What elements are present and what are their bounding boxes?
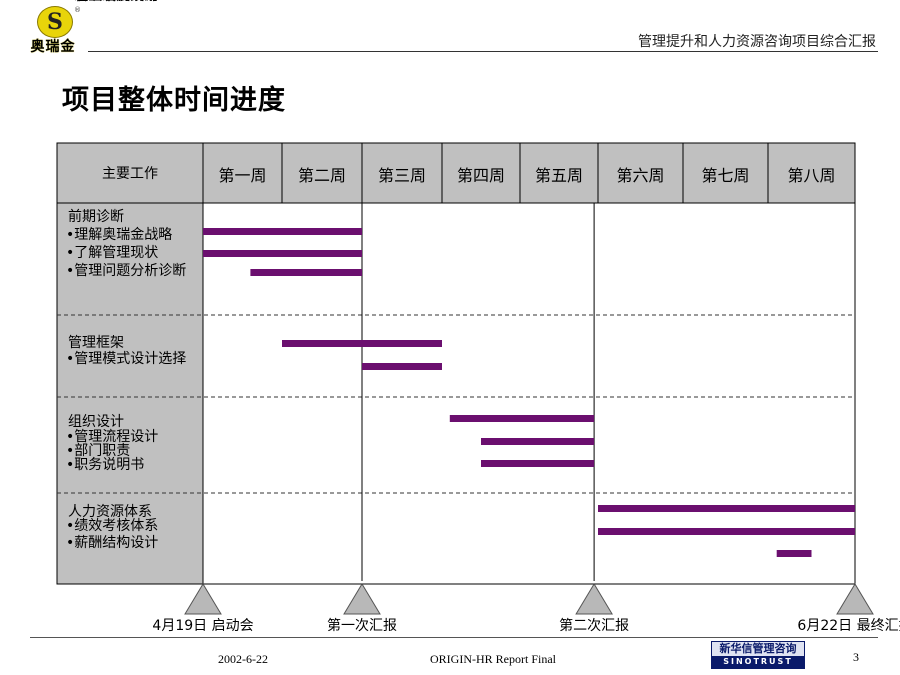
task-bar — [481, 438, 595, 445]
task-label: •职业发展规划 — [66, 0, 158, 4]
task-bar — [776, 550, 812, 557]
task-label: •职务说明书 — [66, 457, 144, 473]
footer-date: 2002-6-22 — [218, 652, 268, 666]
task-bar — [203, 228, 362, 235]
task-label: •薪酬结构设计 — [66, 535, 158, 551]
task-label: •管理问题分析诊断 — [66, 263, 186, 279]
task-bar — [203, 250, 362, 257]
sinotrust-logo-cn: 新华信管理咨询 — [712, 642, 804, 656]
milestone-triangle-icon — [575, 583, 613, 615]
task-label: •管理培训 — [66, 0, 130, 4]
page-title: 项目整体时间进度 — [62, 85, 286, 116]
week-label: 第六周 — [616, 166, 664, 185]
milestone-label: 6月22日 最终汇报 — [797, 618, 900, 634]
footer-divider — [30, 637, 878, 638]
week-label: 第四周 — [457, 166, 505, 185]
task-label: •管理流程设计 — [66, 429, 158, 445]
task-bar — [250, 269, 362, 276]
task-bar — [282, 340, 442, 347]
task-bar — [598, 505, 855, 512]
section-title: 前期诊断 — [68, 208, 124, 225]
task-column-bg — [57, 203, 203, 584]
task-bar — [449, 415, 595, 422]
task-label: •理解奥瑞金战略 — [66, 226, 172, 243]
section-title: 人力资源体系 — [68, 504, 152, 520]
milestone-label: 第一次汇报 — [327, 617, 397, 634]
registered-mark: ® — [74, 6, 81, 14]
week-label: 第一周 — [218, 166, 266, 185]
logo-mark: S — [47, 9, 63, 35]
logo-badge-icon: S — [37, 6, 73, 38]
milestone-triangle-icon — [836, 583, 874, 615]
week-label: 第七周 — [701, 166, 749, 185]
section-title: 管理框架 — [68, 335, 124, 351]
week-label: 第二周 — [298, 166, 346, 185]
milestone-label: 4月19日 启动会 — [152, 618, 253, 634]
company-logo: S ® 奥瑞金 — [22, 6, 84, 55]
section-title: 组织设计 — [68, 414, 124, 430]
footer-report-name: ORIGIN-HR Report Final — [430, 652, 556, 666]
sinotrust-logo-en: SINOTRUST — [712, 656, 804, 668]
gantt-header-bg — [57, 143, 855, 203]
task-bar — [598, 528, 855, 535]
task-label: •管理模式设计选择 — [66, 351, 186, 367]
header-title: 管理提升和人力资源咨询项目综合汇报 — [638, 34, 876, 50]
task-label: •组织结构设计 — [66, 0, 158, 4]
week-label: 第五周 — [535, 166, 583, 185]
milestone-triangle-icon — [343, 583, 381, 615]
task-label: •部门职责 — [66, 443, 130, 459]
header-divider — [88, 51, 878, 52]
task-label: •了解管理现状 — [66, 245, 158, 261]
milestone-triangle-icon — [184, 583, 222, 615]
page-number: 3 — [853, 650, 859, 664]
task-bar — [481, 460, 595, 467]
logo-text: 奥瑞金 — [30, 39, 76, 55]
gantt-border — [56, 142, 856, 585]
task-bar — [362, 363, 442, 370]
week-label: 第八周 — [787, 166, 835, 185]
week-label: 第三周 — [378, 166, 426, 185]
task-label: •绩效考核体系 — [66, 518, 158, 534]
sinotrust-logo: 新华信管理咨询 SINOTRUST — [711, 641, 805, 669]
corner-label: 主要工作 — [102, 166, 158, 182]
milestone-label: 第二次汇报 — [559, 617, 629, 634]
